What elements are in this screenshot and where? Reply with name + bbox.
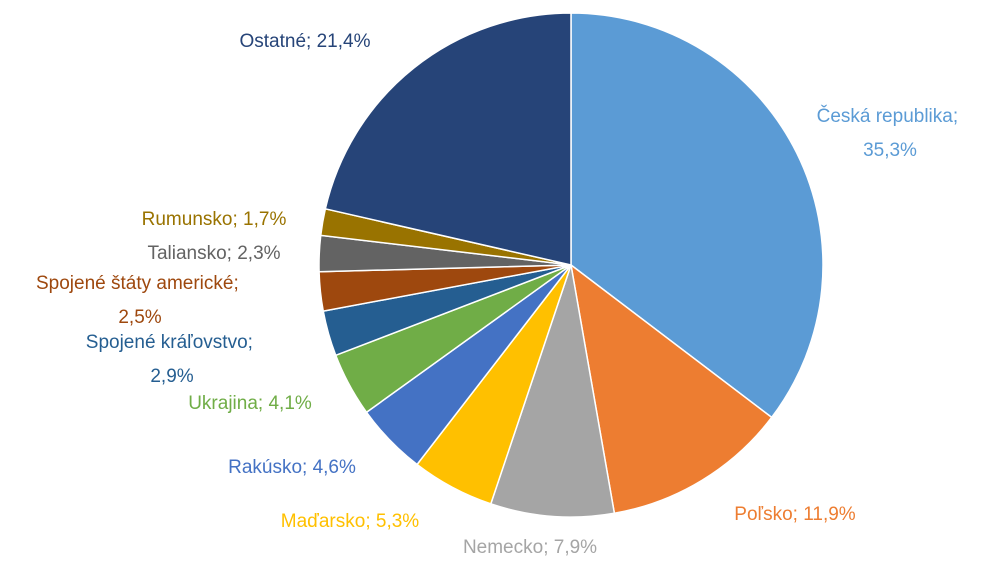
label-separator: ; [258, 393, 269, 414]
label-category: Česká republika [817, 105, 954, 127]
label-category: Ukrajina [188, 393, 258, 414]
label-category: Spojené štáty americké [36, 273, 234, 294]
label-separator: ; [233, 273, 244, 294]
pie-slice [324, 12, 572, 266]
data-label: Spojené kráľovstvo; 2,9% [86, 332, 258, 387]
label-separator: ; [306, 31, 317, 52]
label-category: Poľsko [734, 504, 792, 525]
pie-slice [489, 264, 616, 518]
label-separator: ; [248, 332, 259, 353]
data-label: Maďarsko; 5,3% [281, 511, 420, 532]
label-value: 21,4% [317, 31, 371, 52]
label-value: 2,5% [118, 307, 161, 328]
label-category: Maďarsko [281, 511, 366, 532]
pie-slice [569, 263, 773, 515]
label-value: 7,9% [554, 537, 597, 558]
label-value: 2,3% [237, 243, 280, 264]
label-separator: ; [793, 504, 804, 525]
label-separator: ; [543, 537, 554, 558]
data-label: Ukrajina; 4,1% [188, 393, 312, 414]
label-value: 2,9% [150, 366, 193, 387]
label-value: 4,1% [268, 393, 311, 414]
label-category: Rakúsko [228, 457, 302, 478]
label-category: Spojené kráľovstvo [86, 332, 248, 353]
label-value: 4,6% [313, 457, 356, 478]
pie-slice [570, 12, 824, 419]
label-separator: ; [365, 511, 376, 532]
label-value: 1,7% [243, 209, 286, 230]
label-category: Rumunsko [142, 209, 233, 230]
data-label: Ostatné; 21,4% [240, 31, 371, 52]
data-label: Poľsko; 11,9% [734, 504, 855, 525]
data-label: Rumunsko; 1,7% [142, 209, 287, 230]
data-label: Česká republika; 35,3% [817, 105, 964, 161]
label-category: Ostatné [240, 31, 307, 52]
label-separator: ; [953, 106, 964, 127]
label-category: Nemecko [463, 537, 543, 558]
data-label: Taliansko; 2,3% [147, 243, 280, 264]
label-value: 35,3% [863, 140, 917, 161]
label-separator: ; [227, 243, 238, 264]
label-separator: ; [302, 457, 313, 478]
label-category: Taliansko [147, 243, 226, 264]
label-value: 5,3% [376, 511, 419, 532]
label-value: 11,9% [803, 504, 856, 525]
data-label: Spojené štáty americké; 2,5% [36, 273, 244, 328]
data-label: Rakúsko; 4,6% [228, 457, 356, 478]
label-separator: ; [232, 209, 243, 230]
data-label: Nemecko; 7,9% [463, 537, 597, 558]
